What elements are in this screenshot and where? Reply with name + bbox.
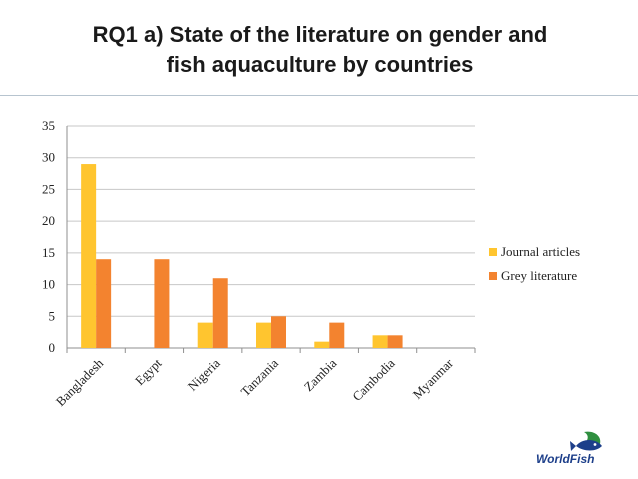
bar-grey-literature — [387, 335, 403, 348]
fish-logo-icon — [570, 431, 602, 451]
logo-text: WorldFish — [536, 452, 595, 466]
y-tick-label: 25 — [42, 181, 55, 196]
worldfish-logo: WorldFish — [536, 428, 608, 466]
x-tick-label: Bangladesh — [53, 355, 107, 409]
y-tick-label: 35 — [42, 118, 55, 133]
bar-grey-literature — [329, 322, 345, 348]
y-tick-label: 5 — [49, 308, 56, 323]
x-tick-label: Egypt — [132, 355, 165, 388]
legend-swatch — [489, 248, 497, 256]
slide-title: RQ1 a) State of the literature on gender… — [40, 20, 600, 80]
bar-grey-literature — [212, 278, 228, 348]
bar-journal-articles — [256, 322, 271, 348]
x-tick-label: Cambodia — [349, 355, 398, 404]
bar-journal-articles — [81, 164, 97, 348]
legend-label: Grey literature — [501, 268, 577, 283]
y-tick-label: 15 — [42, 245, 55, 260]
y-tick-label: 10 — [42, 277, 55, 292]
y-tick-label: 0 — [49, 340, 56, 355]
y-tick-label: 20 — [42, 213, 55, 228]
y-tick-label: 30 — [42, 150, 55, 165]
bar-journal-articles — [314, 341, 330, 348]
bar-grey-literature — [154, 259, 170, 348]
x-tick-label: Tanzania — [237, 355, 281, 399]
title-line-1: RQ1 a) State of the literature on gender… — [92, 22, 548, 47]
title-divider — [0, 95, 638, 96]
legend-swatch — [489, 272, 497, 280]
x-tick-label: Zambia — [301, 355, 340, 394]
bar-journal-articles — [197, 322, 213, 348]
legend-label: Journal articles — [501, 244, 580, 259]
bar-grey-literature — [271, 316, 286, 348]
bar-journal-articles — [372, 335, 388, 348]
title-line-2: fish aquaculture by countries — [166, 52, 474, 77]
x-tick-label: Myanmar — [410, 355, 457, 402]
bar-grey-literature — [96, 259, 112, 348]
x-tick-label: Nigeria — [185, 355, 223, 393]
